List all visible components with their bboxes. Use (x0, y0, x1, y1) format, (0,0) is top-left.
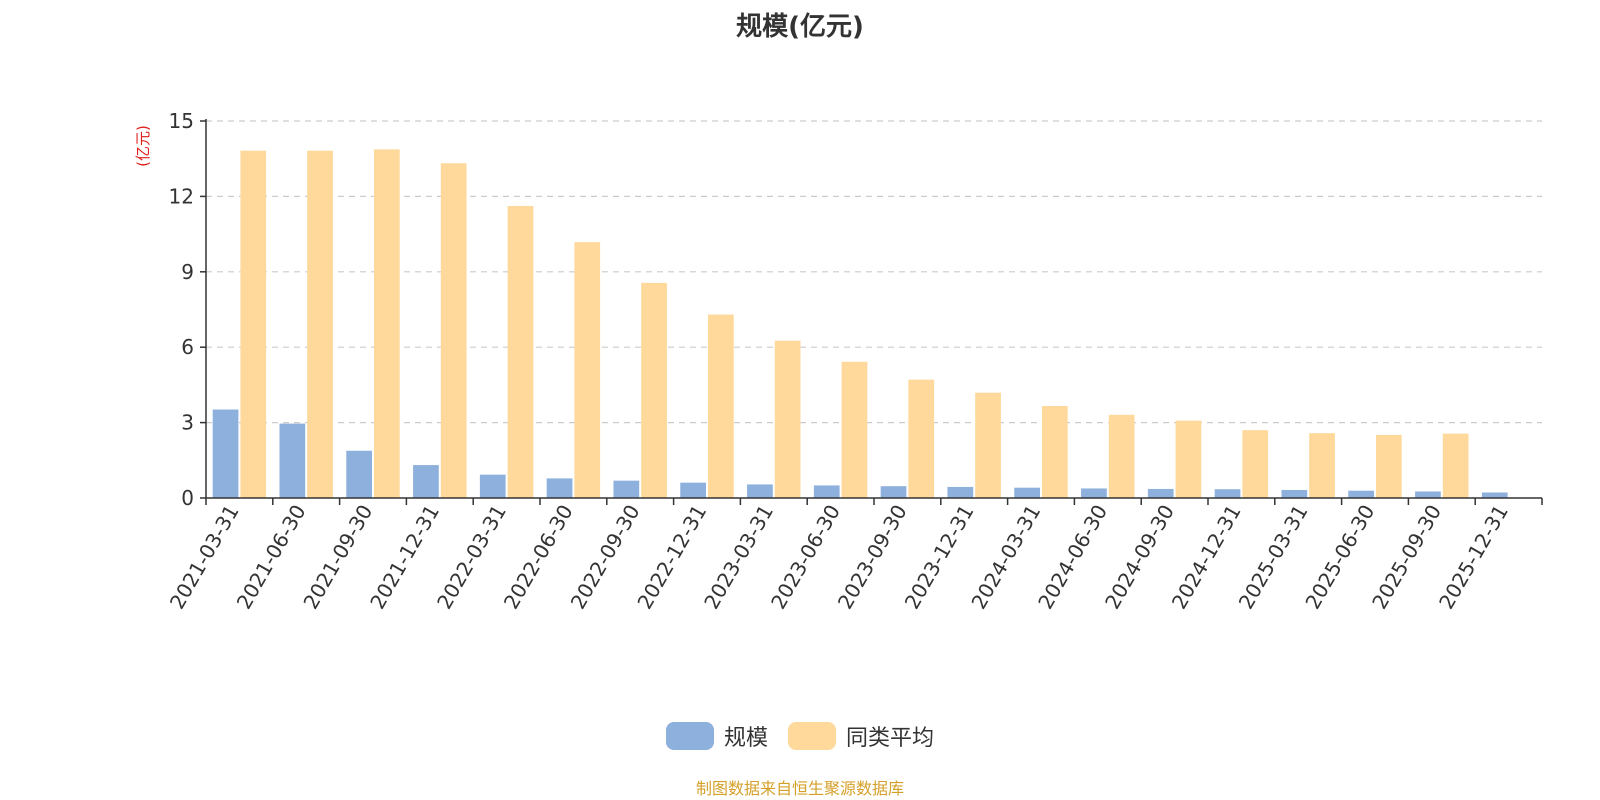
x-tick-label: 2025-09-30 (1367, 501, 1446, 614)
x-tick-label: 2023-12-31 (900, 500, 979, 613)
bar-scale[interactable] (1348, 490, 1374, 498)
bar-peer-average[interactable] (307, 150, 333, 498)
y-tick-label: 9 (181, 260, 194, 284)
y-tick-label: 3 (181, 411, 194, 435)
bar-peer-average[interactable] (574, 242, 601, 498)
x-tick-label: 2023-03-31 (699, 501, 778, 614)
bar-scale[interactable] (880, 486, 907, 498)
bar-scale[interactable] (546, 478, 573, 498)
bar-peer-average[interactable] (1309, 433, 1335, 498)
y-tick-label: 6 (181, 335, 194, 359)
x-tick-label: 2021-03-31 (165, 501, 244, 614)
bar-peer-average[interactable] (1376, 434, 1402, 498)
bar-scale[interactable] (479, 474, 506, 498)
bar-scale[interactable] (680, 482, 706, 498)
x-tick-label: 2021-09-30 (298, 501, 377, 614)
legend-item-peer-average[interactable]: 同类平均 (788, 720, 934, 752)
x-tick-label: 2021-12-31 (365, 501, 444, 614)
x-tick-label: 2025-06-30 (1300, 501, 1379, 614)
bar-scale[interactable] (279, 423, 306, 498)
y-tick-label: 12 (169, 184, 194, 208)
bar-scale[interactable] (212, 409, 239, 498)
x-tick-label: 2024-09-30 (1100, 501, 1179, 614)
bar-scale[interactable] (947, 486, 974, 498)
bar-peer-average[interactable] (1042, 406, 1068, 498)
y-tick-label: 0 (181, 486, 194, 510)
bar-scale[interactable] (1281, 489, 1308, 498)
y-axis-label: (亿元) (134, 125, 152, 167)
axes: 036912152021-03-312021-06-302021-09-3020… (165, 109, 1543, 614)
bar-peer-average[interactable] (507, 205, 534, 498)
bar-scale[interactable] (1147, 488, 1174, 498)
bar-peer-average[interactable] (240, 150, 267, 498)
bar-scale[interactable] (1014, 487, 1040, 498)
bar-chart: 036912152021-03-312021-06-302021-09-3020… (134, 109, 1543, 614)
bar-peer-average[interactable] (1442, 433, 1469, 498)
bar-peer-average[interactable] (908, 379, 935, 498)
bar-peer-average[interactable] (641, 282, 667, 498)
bar-peer-average[interactable] (1108, 414, 1135, 498)
legend-item-scale[interactable]: 规模 (665, 720, 768, 752)
x-tick-label: 2024-03-31 (966, 501, 1045, 614)
bars (212, 149, 1508, 498)
bar-peer-average[interactable] (374, 149, 400, 498)
bar-peer-average[interactable] (975, 392, 1001, 498)
bar-scale[interactable] (1481, 492, 1508, 498)
x-tick-label: 2024-06-30 (1033, 501, 1112, 614)
bar-peer-average[interactable] (1175, 420, 1202, 498)
bar-peer-average[interactable] (708, 314, 734, 498)
bar-scale[interactable] (613, 480, 640, 498)
x-tick-label: 2023-06-30 (766, 501, 845, 614)
x-tick-label: 2022-06-30 (499, 501, 578, 614)
bar-peer-average[interactable] (1242, 430, 1269, 498)
grid-lines (206, 120, 1542, 424)
bar-scale[interactable] (1415, 491, 1441, 498)
x-tick-label: 2021-06-30 (232, 501, 311, 614)
legend: 规模 同类平均 (0, 720, 1600, 752)
legend-label-peer-average: 同类平均 (846, 726, 935, 751)
x-tick-label: 2025-12-31 (1434, 501, 1513, 614)
x-tick-label: 2025-03-31 (1234, 501, 1313, 614)
bar-peer-average[interactable] (440, 163, 467, 498)
bar-scale[interactable] (813, 485, 840, 498)
y-tick-label: 15 (169, 109, 194, 133)
x-tick-label: 2022-09-30 (566, 501, 645, 614)
x-tick-label: 2022-12-31 (632, 501, 711, 614)
bar-scale[interactable] (413, 465, 439, 498)
chart-title: 规模(亿元) (736, 12, 864, 42)
source-note: 制图数据来自恒生聚源数据库 (695, 779, 904, 798)
legend-label-scale: 规模 (723, 726, 768, 751)
legend-swatch-peer-average (788, 722, 836, 750)
x-tick-label: 2024-12-31 (1167, 501, 1246, 614)
bar-scale[interactable] (1081, 488, 1107, 498)
legend-swatch-scale (665, 722, 714, 750)
bar-scale[interactable] (1214, 489, 1241, 498)
bar-scale[interactable] (747, 484, 773, 498)
bar-peer-average[interactable] (841, 361, 868, 498)
x-tick-label: 2023-09-30 (833, 501, 912, 614)
bar-scale[interactable] (346, 450, 372, 498)
bar-peer-average[interactable] (774, 340, 801, 498)
x-tick-label: 2022-03-31 (432, 500, 511, 613)
